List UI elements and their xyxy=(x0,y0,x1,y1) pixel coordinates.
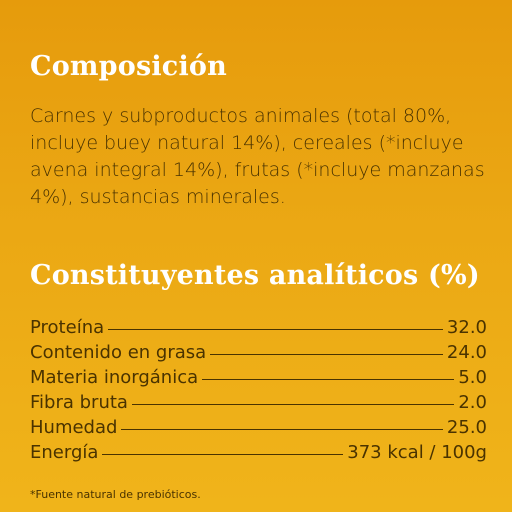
leader-line xyxy=(108,329,443,330)
analytical-constituents-title: Constituyentes analíticos (%) xyxy=(30,260,480,291)
row-value-moisture: 25.0 xyxy=(446,417,487,438)
table-row: Materia inorgánica 5.0 xyxy=(30,365,487,390)
composition-text: Carnes y subproductos animales (total 80… xyxy=(30,105,485,208)
row-value-fat: 24.0 xyxy=(446,342,487,363)
row-label-protein: Proteína xyxy=(30,317,105,338)
table-row: Energía 373 kcal / 100g xyxy=(30,440,487,465)
row-label-moisture: Humedad xyxy=(30,417,118,438)
row-value-inorganic: 5.0 xyxy=(458,367,487,388)
table-row: Humedad 25.0 xyxy=(30,415,487,440)
table-row: Contenido en grasa 24.0 xyxy=(30,340,487,365)
leader-line xyxy=(131,404,455,405)
row-label-inorganic: Materia inorgánica xyxy=(30,367,199,388)
leader-line xyxy=(210,354,443,355)
composition-title: Composición xyxy=(30,51,227,82)
row-value-fiber: 2.0 xyxy=(458,392,487,413)
analytical-table: Proteína 32.0 Contenido en grasa 24.0 Ma… xyxy=(30,315,487,465)
row-label-energy: Energía xyxy=(30,442,99,463)
leader-line xyxy=(202,379,455,380)
table-row: Proteína 32.0 xyxy=(30,315,487,340)
leader-line xyxy=(121,429,443,430)
row-label-fiber: Fibra bruta xyxy=(30,392,128,413)
row-value-protein: 32.0 xyxy=(446,317,487,338)
row-label-fat: Contenido en grasa xyxy=(30,342,207,363)
row-value-energy: 373 kcal / 100g xyxy=(347,442,487,463)
footnote: *Fuente natural de prebióticos. xyxy=(30,488,201,501)
leader-line xyxy=(102,454,344,455)
nutrition-panel: Composición Carnes y subproductos animal… xyxy=(30,0,490,512)
table-row: Fibra bruta 2.0 xyxy=(30,390,487,415)
